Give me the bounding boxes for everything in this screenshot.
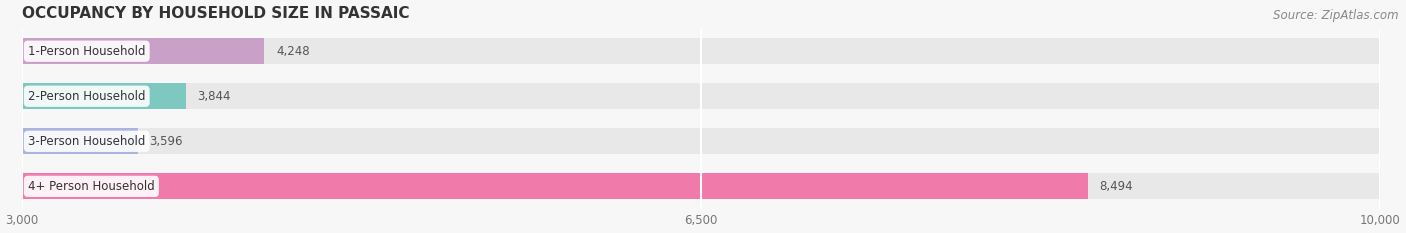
Bar <box>22 83 1381 109</box>
Text: 3,596: 3,596 <box>149 135 183 148</box>
Text: Source: ZipAtlas.com: Source: ZipAtlas.com <box>1274 9 1399 22</box>
Bar <box>22 173 1381 199</box>
Bar <box>22 128 138 154</box>
Text: OCCUPANCY BY HOUSEHOLD SIZE IN PASSAIC: OCCUPANCY BY HOUSEHOLD SIZE IN PASSAIC <box>22 6 409 21</box>
Text: 2-Person Household: 2-Person Household <box>28 90 145 103</box>
Text: 8,494: 8,494 <box>1099 180 1133 193</box>
Bar <box>22 38 1381 64</box>
Text: 4+ Person Household: 4+ Person Household <box>28 180 155 193</box>
Text: 3-Person Household: 3-Person Household <box>28 135 145 148</box>
Text: 1-Person Household: 1-Person Household <box>28 45 145 58</box>
Bar <box>22 128 1381 154</box>
Bar <box>22 38 264 64</box>
Bar <box>22 83 186 109</box>
Bar <box>22 173 1088 199</box>
Text: 4,248: 4,248 <box>276 45 309 58</box>
Text: 3,844: 3,844 <box>197 90 231 103</box>
